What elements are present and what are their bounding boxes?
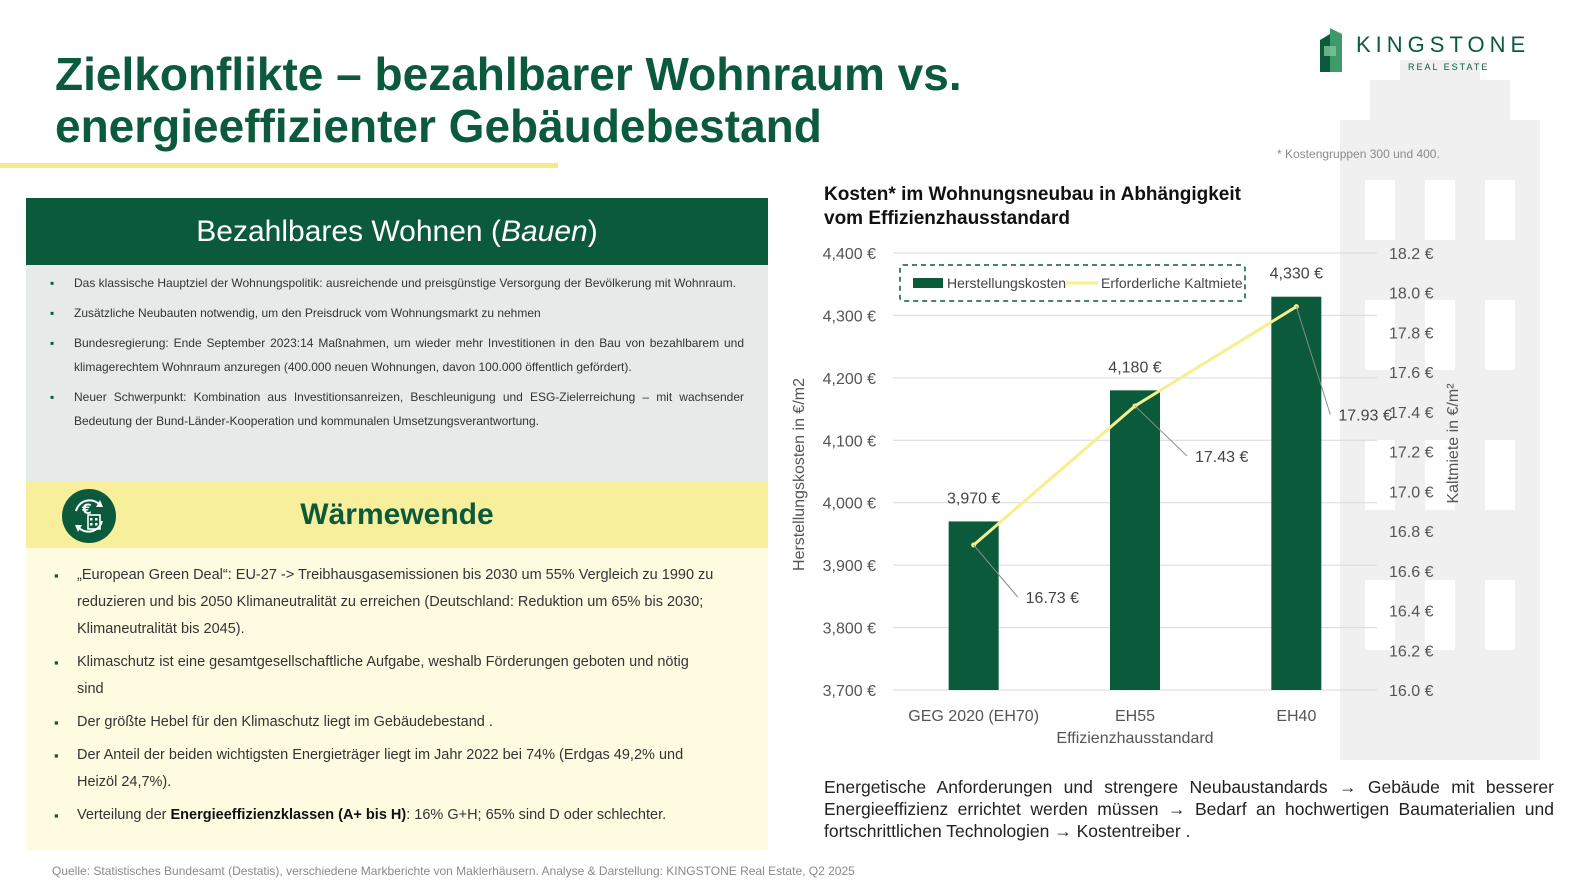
y2-tick-label: 16.6 € <box>1389 564 1434 581</box>
list-item: Verteilung der Energieeffizienzklassen (… <box>54 802 718 829</box>
y2-tick-label: 17.0 € <box>1389 484 1434 501</box>
bar-data-label: 3,970 € <box>947 490 1000 507</box>
leader-line <box>1295 306 1331 415</box>
leader-line <box>1134 405 1188 457</box>
x-tick-label: EH55 <box>1115 708 1155 725</box>
line-data-label: 16.73 € <box>1026 590 1079 607</box>
y2-tick-label: 18.2 € <box>1389 246 1434 263</box>
panel-waerme-body: „European Green Deal“: EU-27 -> Treibhau… <box>26 548 768 850</box>
bar-data-label: 4,330 € <box>1270 266 1323 283</box>
svg-text:€: € <box>81 502 92 518</box>
conclusion-part4: Kostentreiber . <box>1076 821 1191 841</box>
bar <box>1271 296 1322 690</box>
y2-tick-label: 16.0 € <box>1389 683 1434 700</box>
line-point <box>1293 304 1299 310</box>
list-item: „European Green Deal“: EU-27 -> Treibhau… <box>54 562 718 643</box>
arrow-icon: → <box>1339 777 1357 797</box>
y-tick-label: 3,700 € <box>823 683 876 700</box>
source-note: Quelle: Statistisches Bundesamt (Destati… <box>52 864 855 878</box>
y2-axis-label: Kaltmiete in €/m² <box>1445 383 1462 504</box>
panel-waerme-header: € Wärmewende <box>26 482 768 548</box>
panel-bauen-title-prefix: Bezahlbares Wohnen ( <box>196 215 501 248</box>
logo-subtitle: REAL ESTATE <box>1408 62 1490 72</box>
y-tick-label: 4,100 € <box>823 433 876 450</box>
line-data-label: 17.43 € <box>1195 449 1248 466</box>
list-item: Zusätzliche Neubauten notwendig, um den … <box>50 301 744 325</box>
conclusion-part2: Gebäude mit besserer Energieeffizienz er… <box>824 777 1554 819</box>
list-item: Der Anteil der beiden wichtigsten Energi… <box>54 742 718 796</box>
title-underline <box>0 163 558 168</box>
x-tick-label: GEG 2020 (EH70) <box>908 708 1039 725</box>
leader-line <box>973 544 1019 598</box>
list-item: Neuer Schwerpunkt: Kombination aus Inves… <box>50 385 744 433</box>
panel-bauen-header: Bezahlbares Wohnen (Bauen) <box>26 198 768 265</box>
chart-title-line2: vom Effizienzhausstandard <box>824 208 1070 229</box>
y2-tick-label: 17.2 € <box>1389 445 1434 462</box>
y-tick-label: 4,200 € <box>823 371 876 388</box>
y2-tick-label: 18.0 € <box>1389 286 1434 303</box>
arrow-icon: → <box>1054 821 1072 841</box>
y2-tick-label: 16.2 € <box>1389 643 1434 660</box>
panel-bauen-title-suffix: ) <box>587 215 598 248</box>
chart-title-line1: Kosten* im Wohnungsneubau in Abhängigkei… <box>824 184 1241 205</box>
conclusion-text: Energetische Anforderungen und strengere… <box>824 776 1554 842</box>
cost-chart: 3,700 € 3,800 € 3,900 € 4,000 € 4,100 € 4,200… <box>791 246 1462 747</box>
x-axis-label: Effizienzhausstandard <box>1056 730 1213 747</box>
legend-label-line: Erforderliche Kaltmiete <box>1101 275 1243 291</box>
list-item-post: : 16% G+H; 65% sind D oder schlechter. <box>406 807 667 823</box>
list-item: Klimaschutz ist eine gesamtgesellschaftl… <box>54 649 718 703</box>
y2-tick-label: 17.8 € <box>1389 325 1434 342</box>
list-item: Bundesregierung: Ende September 2023:14 … <box>50 331 744 379</box>
y-tick-label: 3,800 € <box>823 621 876 638</box>
panel-bauen-body: Das klassische Hauptziel der Wohnungspol… <box>26 265 768 482</box>
logo-mark-icon <box>1320 28 1342 72</box>
y-tick-label: 4,400 € <box>823 246 876 263</box>
y-tick-label: 4,000 € <box>823 496 876 513</box>
cost-footnote: * Kostengruppen 300 und 400. <box>1277 147 1440 161</box>
y-tick-label: 3,900 € <box>823 558 876 575</box>
legend-label-bars: Herstellungskosten <box>947 275 1066 291</box>
panel-bauen-list: Das klassische Hauptziel der Wohnungspol… <box>50 271 744 433</box>
chart-title: Kosten* im Wohnungsneubau in Abhängigkei… <box>824 183 1324 231</box>
bar <box>948 521 999 690</box>
panel-waerme-title: Wärmewende <box>300 498 494 531</box>
logo-wordmark: KINGSTONE <box>1356 32 1531 57</box>
panel-bauen-title-italic: Bauen <box>500 215 588 248</box>
arrow-icon: → <box>1168 799 1186 819</box>
list-item-bold: Energieeffizienzklassen (A+ bis H) <box>170 807 407 823</box>
y2-tick-label: 17.6 € <box>1389 365 1434 382</box>
y2-tick-label: 17.4 € <box>1389 405 1434 422</box>
euro-building-cycle-icon: € <box>62 489 116 543</box>
list-item: Das klassische Hauptziel der Wohnungspol… <box>50 271 744 295</box>
y-tick-label: 4,300 € <box>823 308 876 325</box>
y2-tick-label: 16.4 € <box>1389 604 1434 621</box>
panel-waerme-list: „European Green Deal“: EU-27 -> Treibhau… <box>54 562 718 829</box>
line-data-label: 17.93 € <box>1338 408 1391 425</box>
conclusion-part1: Energetische Anforderungen und strengere… <box>824 777 1328 797</box>
list-item: Der größte Hebel für den Klimaschutz lie… <box>54 709 718 736</box>
bar-data-label: 4,180 € <box>1108 359 1161 376</box>
page-title: Zielkonflikte – bezahlbarer Wohnraum vs.… <box>55 48 1055 152</box>
y-axis-label: Herstellungskosten in €/m2 <box>791 378 808 571</box>
conclusion-part3: Bedarf an hochwertigen Baumaterialien un… <box>824 799 1554 841</box>
y2-tick-label: 16.8 € <box>1389 524 1434 541</box>
list-item-pre: Verteilung der <box>77 807 171 823</box>
page-title-line2: energieeffizienter Gebäudebestand <box>55 100 822 152</box>
building-watermark <box>1340 60 1540 760</box>
kingstone-logo: KINGSTONE REAL ESTATE <box>1318 26 1548 76</box>
page-title-line1: Zielkonflikte – bezahlbarer Wohnraum vs. <box>55 48 962 100</box>
legend-swatch-bars <box>913 278 943 288</box>
x-tick-label: EH40 <box>1276 708 1316 725</box>
bar <box>1110 390 1160 690</box>
